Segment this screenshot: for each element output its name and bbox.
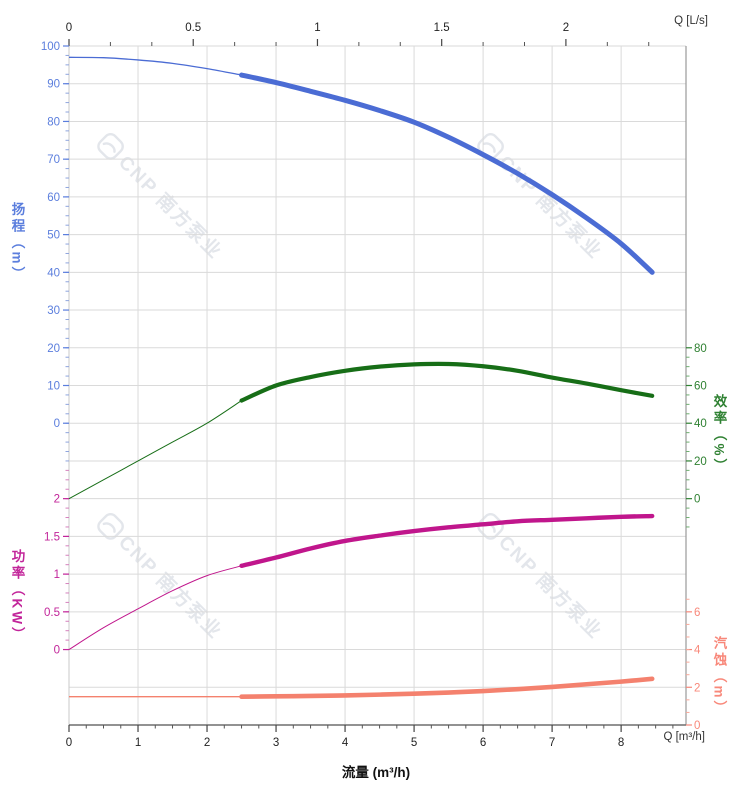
head-tick-label: 60 [47,192,60,204]
head-curve-thick [239,72,655,275]
npsh-tick-label: 0 [694,720,700,732]
power-axis: 2 1.5 1 0.5 0 [44,494,69,657]
npsh-axis-title: 汽蚀（m） [711,636,727,718]
bottom-tick-label: 1 [135,737,141,749]
efficiency-tick-label: 40 [694,418,707,430]
npsh-axis: 6 4 2 0 [686,607,701,732]
watermark: CNP 南方泵业 [93,128,230,265]
top-axis-unit-label: Q [L/s] [674,15,708,27]
head-tick-label: 10 [47,381,60,393]
top-tick-label: 1.5 [434,22,450,34]
efficiency-axis: 80 60 40 20 0 [686,343,707,506]
bottom-tick-label: 6 [480,737,486,749]
efficiency-curve-thick [239,361,655,403]
bottom-tick-label: 4 [342,737,349,749]
efficiency-tick-label: 20 [694,456,707,468]
head-tick-label: 100 [41,41,60,53]
bottom-tick-label: 8 [618,737,624,749]
efficiency-curve [68,361,655,500]
npsh-tick-label: 2 [694,682,700,694]
efficiency-tick-label: 80 [694,343,707,355]
bottom-tick-label: 0 [66,737,72,749]
bottom-tick-label: 7 [549,737,555,749]
bottom-axis: 0 1 2 3 4 5 6 7 8 [66,725,674,749]
bottom-tick-label: 3 [273,737,279,749]
bottom-tick-label: 2 [204,737,210,749]
top-tick-label: 0.5 [185,22,201,34]
power-curve [68,513,655,650]
cnp-logo-icon [97,132,125,160]
efficiency-axis-title: 效率（%） [711,394,727,476]
head-tick-label: 90 [47,79,60,91]
npsh-tick-label: 6 [694,607,700,619]
npsh-curve [68,676,655,700]
bottom-tick-label: 5 [411,737,417,749]
power-axis-title: 功率（KW） [9,549,25,644]
head-tick-label: 0 [54,418,60,430]
power-curve-thick [239,513,655,569]
head-tick-label: 70 [47,154,60,166]
top-tick-label: 1 [314,22,320,34]
power-tick-label: 1.5 [44,531,60,543]
head-tick-label: 30 [47,305,60,317]
npsh-tick-label: 4 [694,645,701,657]
head-curve-thin [68,56,242,76]
power-tick-label: 0.5 [44,607,60,619]
cnp-logo-icon [97,512,125,540]
flow-axis-title: 流量 (m³/h) [341,765,411,780]
efficiency-tick-label: 60 [694,381,707,393]
head-tick-label: 40 [47,267,60,279]
npsh-curve-thick [239,676,655,700]
efficiency-tick-label: 0 [694,494,700,506]
head-curve [68,56,655,275]
top-axis: 0 0.5 1 1.5 2 [66,22,650,46]
power-curve-thin [68,565,242,650]
top-tick-label: 0 [66,22,72,34]
power-tick-label: 0 [54,645,60,657]
power-tick-label: 2 [54,494,60,506]
head-axis-title: 扬程（m） [9,202,25,284]
bottom-axis-unit-label: Q [m³/h] [663,731,705,743]
efficiency-curve-thin [68,400,242,500]
head-tick-label: 20 [47,343,60,355]
power-tick-label: 1 [54,569,60,581]
head-tick-label: 50 [47,230,60,242]
top-tick-label: 2 [563,22,569,34]
watermark: CNP 南方泵业 [93,508,230,645]
head-tick-label: 80 [47,116,60,128]
